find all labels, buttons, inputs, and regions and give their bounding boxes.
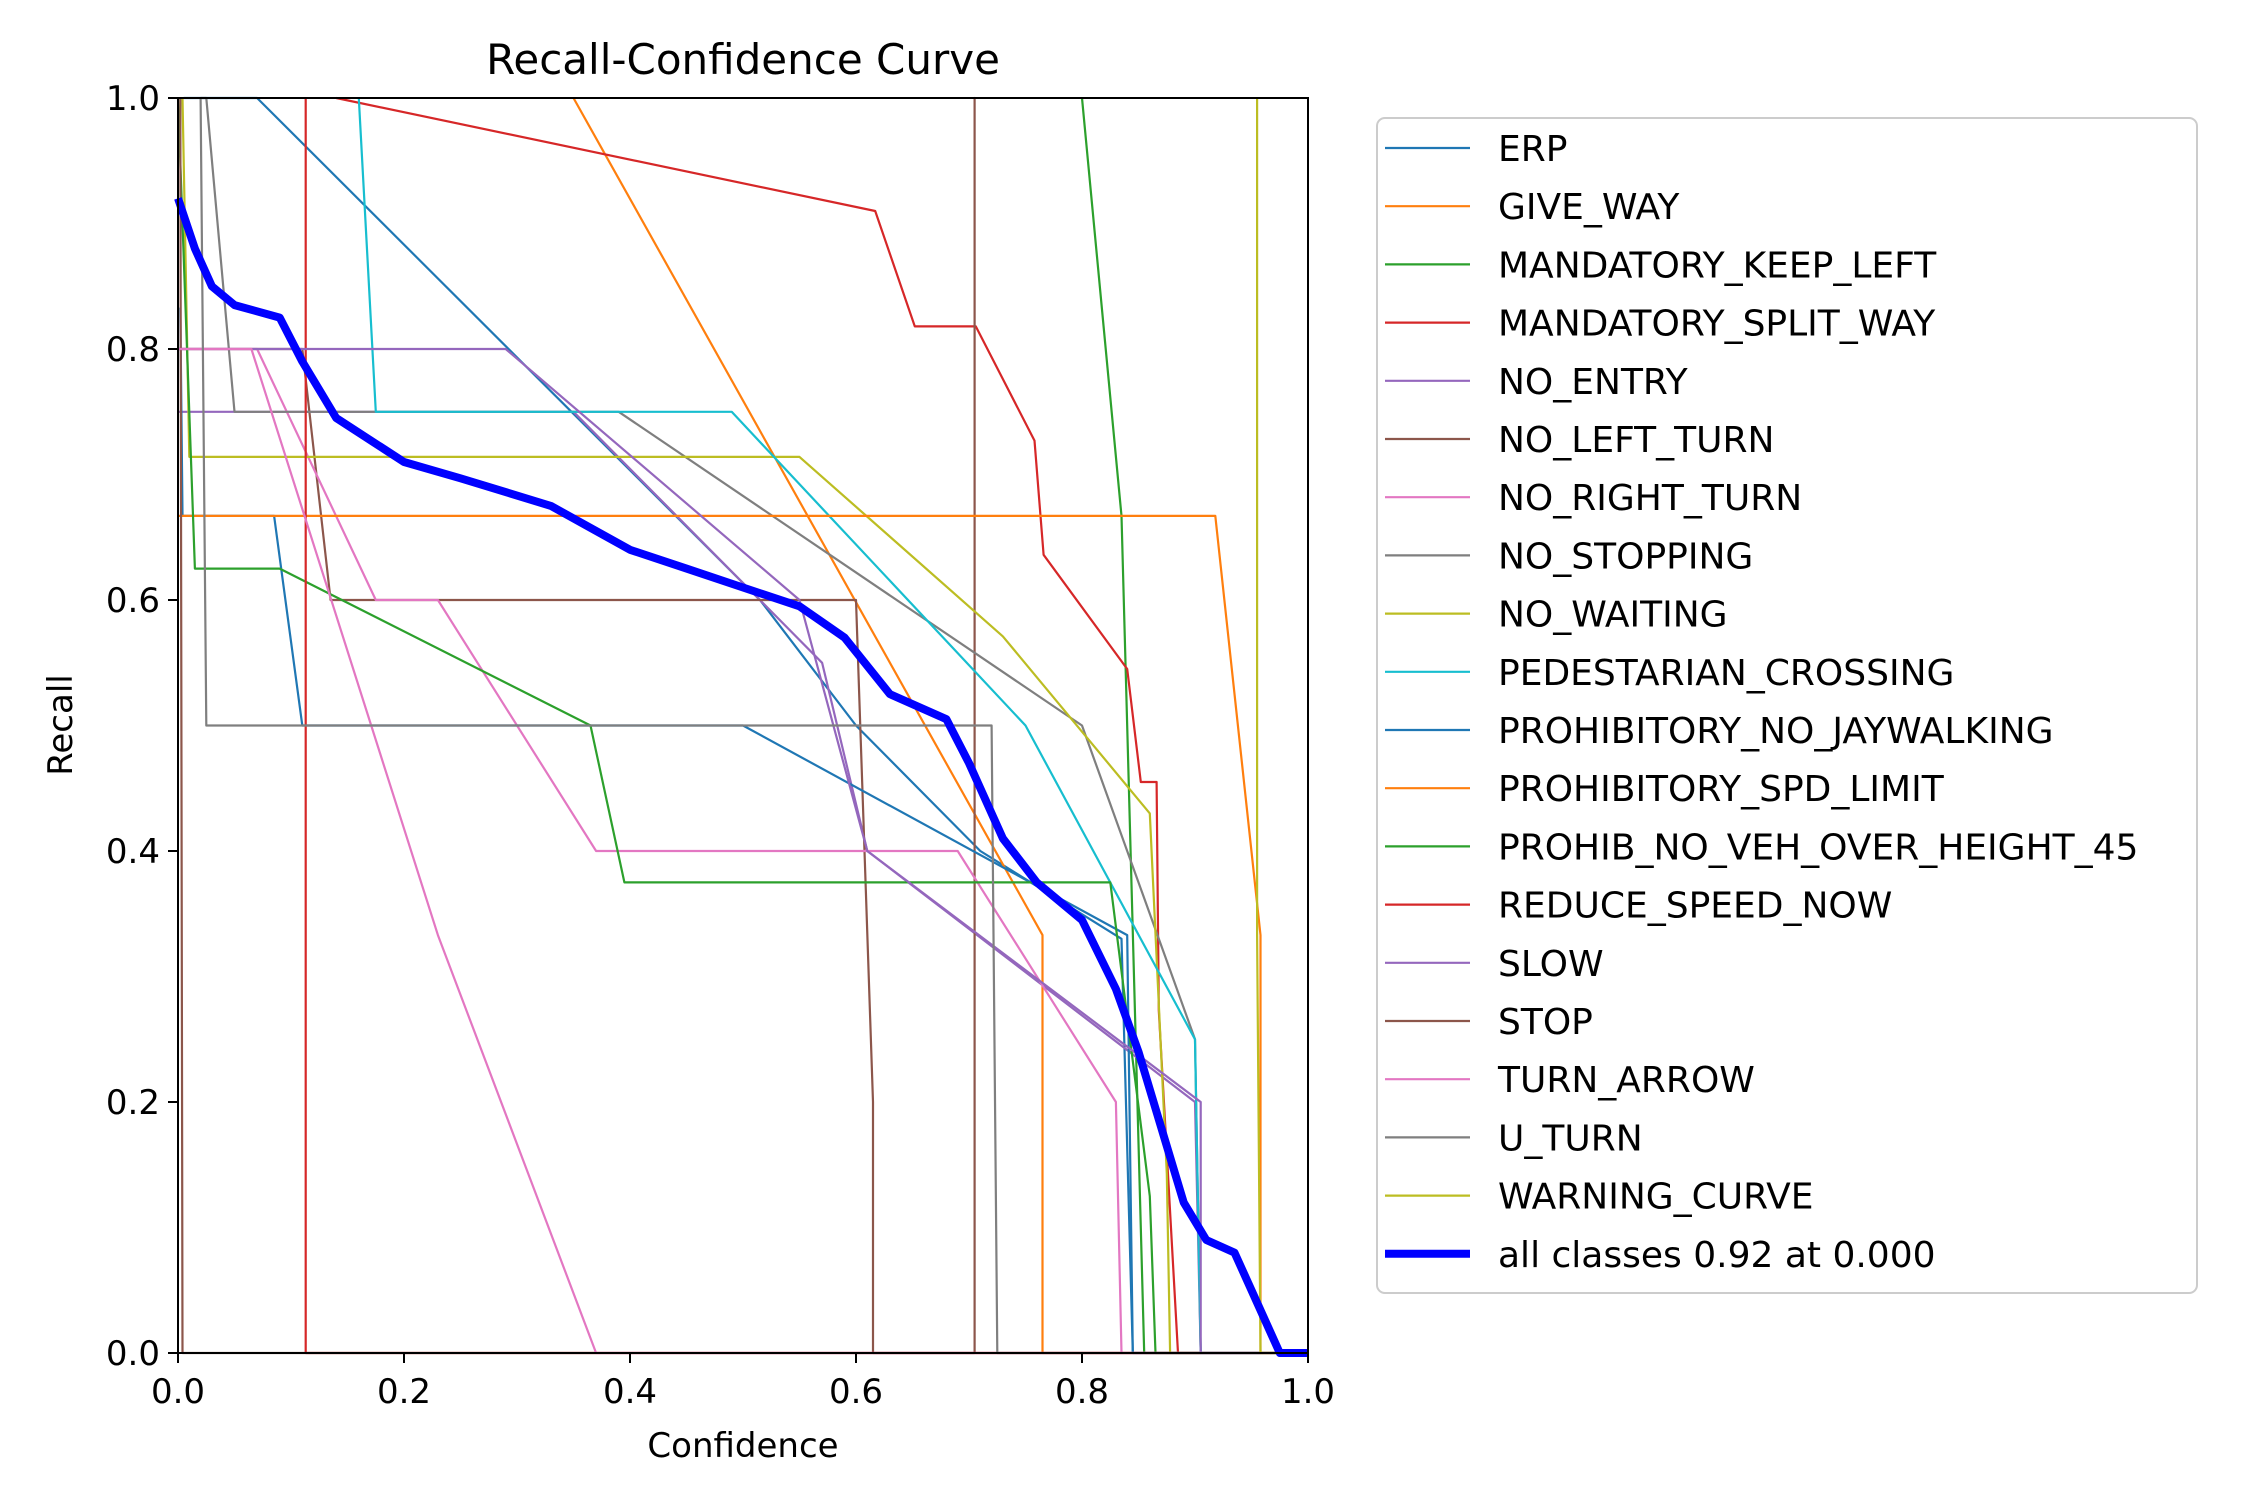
x-tick-label: 0.8 [1055, 1372, 1109, 1412]
legend-label-all-classes-0-92-at-0-000: all classes 0.92 at 0.000 [1498, 1235, 1936, 1276]
y-tick-label: 0.6 [106, 581, 160, 621]
series-line-no-right-turn [178, 347, 1308, 1355]
x-tick-label: 0.6 [829, 1372, 883, 1412]
legend-items: ERP GIVE_WAY MANDATORY_KEEP_LEFT MANDATORY_… [1385, 129, 2138, 1276]
legend-label-no-left-turn: NO_LEFT_TURN [1498, 420, 1774, 461]
legend-label-slow: SLOW [1498, 944, 1604, 985]
legend-label-no-waiting: NO_WAITING [1498, 595, 1728, 636]
y-axis-label: Recall [41, 674, 81, 775]
legend-label-no-right-turn: NO_RIGHT_TURN [1498, 478, 1802, 519]
legend-label-turn-arrow: TURN_ARROW [1497, 1060, 1755, 1101]
legend-label-erp: ERP [1498, 129, 1567, 170]
legend-label-no-entry: NO_ENTRY [1498, 362, 1689, 403]
legend-label-give-way: GIVE_WAY [1498, 187, 1680, 228]
chart-title: Recall-Confidence Curve [486, 35, 1000, 84]
legend-label-mandatory-split-way: MANDATORY_SPLIT_WAY [1498, 304, 1936, 345]
series-line-all-classes-0-92-at-0-000 [174, 197, 1308, 1357]
x-axis-label: Confidence [647, 1426, 838, 1466]
x-tick-label: 1.0 [1281, 1372, 1335, 1412]
y-tick-label: 1.0 [106, 79, 160, 119]
legend-label-mandatory-keep-left: MANDATORY_KEEP_LEFT [1498, 245, 1937, 286]
x-axis-ticks: 0.0 0.2 0.4 0.6 0.8 1.0 [151, 1353, 1335, 1412]
x-tick-label: 0.0 [151, 1372, 205, 1412]
legend-label-no-stopping: NO_STOPPING [1498, 536, 1753, 577]
y-tick-label: 0.2 [106, 1083, 160, 1123]
y-axis-ticks: 0.0 0.2 0.4 0.6 0.8 1.0 [106, 79, 178, 1374]
legend-label-reduce-speed-now: REDUCE_SPEED_NOW [1498, 886, 1892, 927]
x-tick-label: 0.4 [603, 1372, 657, 1412]
legend-label-prohib-no-veh-over-height-45: PROHIB_NO_VEH_OVER_HEIGHT_45 [1498, 827, 2138, 868]
series-line-no-waiting [181, 97, 1308, 1355]
y-tick-label: 0.0 [106, 1334, 160, 1374]
legend-label-prohibitory-no-jaywalking: PROHIBITORY_NO_JAYWALKING [1498, 711, 2054, 752]
y-tick-label: 0.8 [106, 330, 160, 370]
legend-label-u-turn: U_TURN [1498, 1118, 1643, 1159]
legend-label-warning-curve: WARNING_CURVE [1498, 1177, 1814, 1218]
legend-label-stop: STOP [1498, 1002, 1593, 1043]
x-tick-label: 0.2 [377, 1372, 431, 1412]
legend-label-prohibitory-spd-limit: PROHIBITORY_SPD_LIMIT [1498, 769, 1945, 810]
legend-frame [1376, 117, 2198, 1294]
y-tick-label: 0.4 [106, 832, 160, 872]
legend: ERP GIVE_WAY MANDATORY_KEEP_LEFT MANDATORY_… [1376, 117, 2198, 1294]
plot-frame [177, 97, 1309, 1354]
legend-label-pedestarian-crossing: PEDESTARIAN_CROSSING [1498, 653, 1954, 694]
series-line-prohib-no-veh-over-height-45 [176, 97, 1308, 1355]
